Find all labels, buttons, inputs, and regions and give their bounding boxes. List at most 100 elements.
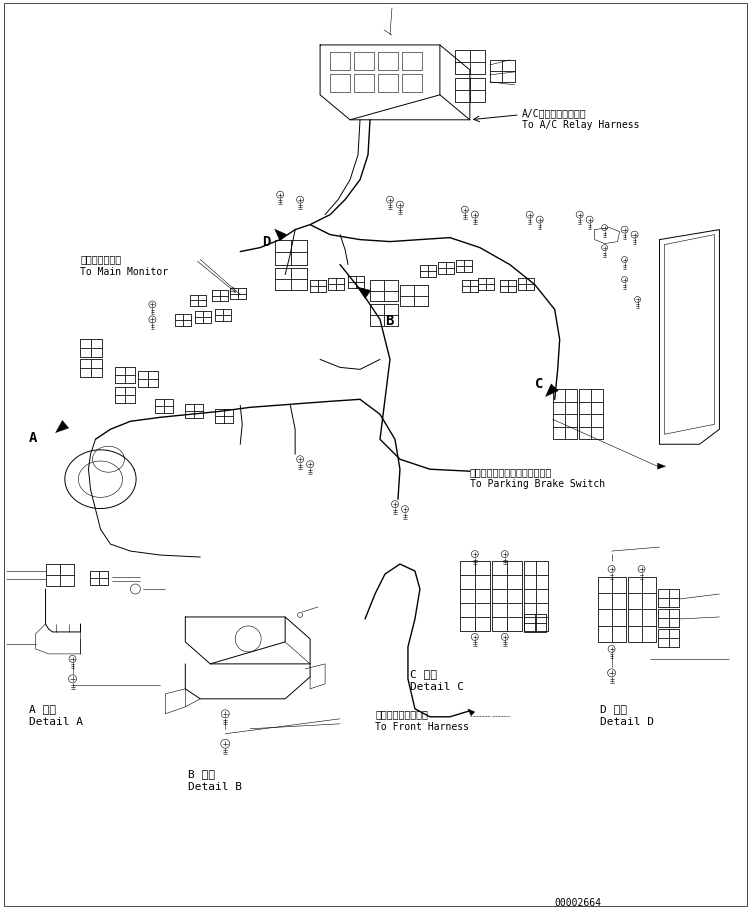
- Bar: [125, 367, 135, 375]
- Bar: [46, 575, 59, 586]
- Bar: [138, 372, 149, 379]
- Bar: [175, 321, 183, 326]
- Bar: [125, 375, 135, 384]
- Bar: [523, 623, 535, 632]
- Bar: [238, 288, 246, 293]
- Text: A/Cリレーハーネスへ: A/Cリレーハーネスへ: [522, 107, 587, 118]
- Bar: [598, 626, 611, 642]
- Bar: [400, 295, 414, 306]
- Bar: [223, 315, 231, 322]
- Bar: [328, 278, 336, 283]
- Bar: [291, 240, 307, 252]
- Bar: [198, 301, 207, 306]
- Bar: [116, 375, 125, 384]
- Polygon shape: [56, 421, 68, 433]
- Bar: [492, 575, 507, 589]
- Bar: [500, 285, 508, 292]
- Bar: [641, 609, 656, 626]
- Bar: [455, 90, 470, 102]
- Bar: [80, 340, 92, 348]
- Text: フロントハーネスへ: フロントハーネスへ: [375, 709, 428, 719]
- Bar: [553, 389, 577, 439]
- Bar: [590, 415, 602, 426]
- Polygon shape: [275, 230, 286, 241]
- Bar: [553, 389, 565, 402]
- Bar: [195, 404, 204, 411]
- Bar: [336, 278, 344, 283]
- Bar: [456, 260, 472, 271]
- Bar: [149, 379, 158, 387]
- Bar: [231, 288, 238, 293]
- Bar: [628, 626, 641, 642]
- Text: C 詳細: C 詳細: [410, 669, 437, 679]
- Bar: [462, 280, 470, 285]
- Text: To Front Harness: To Front Harness: [375, 722, 469, 732]
- Bar: [668, 618, 680, 627]
- Bar: [414, 295, 428, 306]
- Bar: [446, 268, 454, 273]
- Text: To A/C Relay Harness: To A/C Relay Harness: [522, 120, 639, 129]
- Bar: [80, 348, 92, 357]
- Bar: [523, 561, 547, 631]
- Bar: [470, 90, 485, 102]
- Bar: [183, 314, 192, 321]
- Bar: [658, 638, 668, 647]
- Bar: [517, 278, 526, 283]
- Bar: [220, 290, 228, 295]
- Text: C: C: [535, 377, 543, 392]
- Text: Detail C: Detail C: [410, 681, 464, 691]
- Bar: [553, 415, 565, 426]
- Bar: [460, 561, 490, 631]
- Bar: [535, 623, 546, 632]
- Bar: [428, 271, 436, 277]
- Bar: [470, 62, 485, 74]
- Bar: [231, 293, 238, 300]
- Bar: [59, 564, 74, 575]
- Bar: [565, 402, 577, 415]
- Bar: [402, 74, 422, 92]
- Bar: [80, 360, 92, 368]
- Bar: [460, 589, 475, 603]
- Bar: [291, 252, 307, 264]
- Bar: [507, 589, 522, 603]
- Bar: [195, 317, 204, 323]
- Bar: [455, 77, 470, 90]
- Bar: [628, 577, 656, 642]
- Bar: [275, 279, 291, 290]
- Bar: [611, 593, 626, 609]
- Bar: [523, 603, 535, 617]
- Bar: [475, 561, 490, 575]
- Bar: [460, 603, 475, 617]
- Bar: [116, 387, 135, 404]
- Bar: [641, 626, 656, 642]
- Bar: [517, 283, 526, 290]
- Text: 00002664: 00002664: [555, 898, 602, 908]
- Bar: [523, 614, 535, 623]
- Bar: [502, 60, 514, 71]
- Bar: [598, 593, 611, 609]
- Bar: [611, 609, 626, 626]
- Bar: [446, 261, 454, 268]
- Bar: [216, 409, 225, 416]
- Bar: [478, 283, 486, 290]
- Bar: [46, 564, 59, 575]
- Bar: [164, 406, 173, 414]
- Bar: [378, 52, 398, 70]
- Bar: [318, 280, 326, 285]
- Bar: [553, 426, 565, 439]
- Bar: [420, 271, 428, 277]
- Bar: [507, 561, 522, 575]
- Bar: [478, 278, 486, 283]
- Text: D: D: [262, 235, 270, 249]
- Bar: [195, 411, 204, 418]
- Bar: [225, 416, 234, 424]
- Bar: [213, 290, 228, 302]
- Bar: [565, 389, 577, 402]
- Bar: [470, 285, 478, 292]
- Bar: [517, 278, 534, 290]
- Bar: [275, 240, 291, 252]
- Bar: [668, 609, 680, 618]
- Bar: [502, 71, 514, 82]
- Bar: [658, 629, 680, 647]
- Bar: [464, 265, 472, 271]
